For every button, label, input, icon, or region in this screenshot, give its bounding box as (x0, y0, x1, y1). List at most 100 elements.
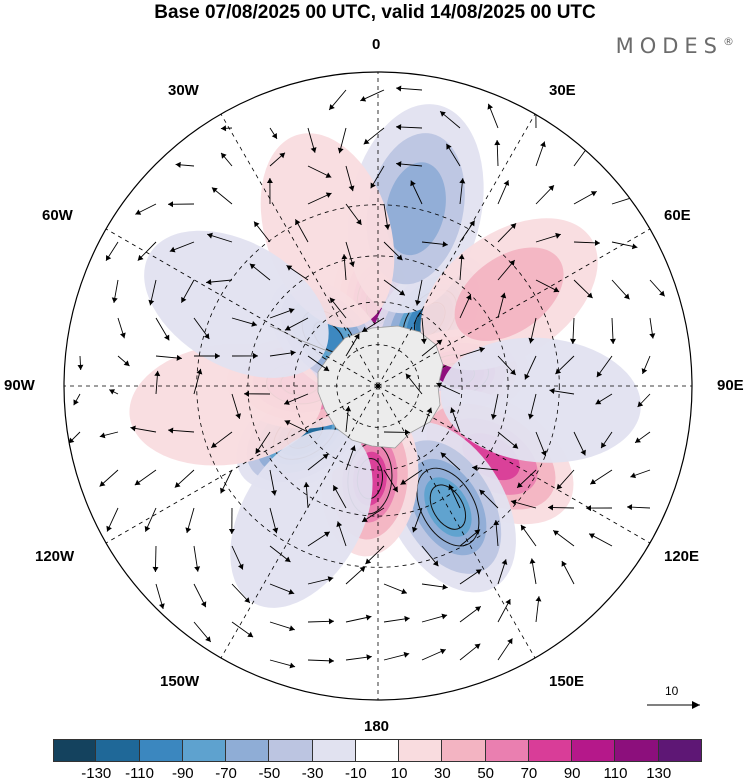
wind-vector (111, 279, 119, 303)
wind-vector (210, 431, 233, 449)
colorbar-cell (269, 739, 313, 762)
anomaly-contour (454, 247, 564, 341)
wind-vector (117, 355, 130, 367)
wind-vector (286, 265, 309, 281)
wind-vector (535, 596, 542, 623)
wind-vector (181, 279, 195, 303)
wind-vector (152, 545, 159, 573)
wind-vector (307, 355, 330, 372)
wind-vector (144, 507, 157, 532)
wind-vector (167, 201, 195, 208)
wind-vector (450, 407, 461, 433)
wind-vector (220, 469, 233, 494)
wind-vector (570, 317, 576, 345)
colorbar-cell (572, 739, 616, 762)
wind-vector (269, 127, 278, 140)
wind-vector (193, 545, 201, 572)
wind-vector (148, 279, 157, 306)
colorbar-tick-label: -10 (345, 765, 367, 782)
colorbar-tick-label: 50 (477, 765, 494, 782)
wind-vector (154, 370, 161, 395)
wind-vector (284, 317, 309, 331)
wind-vector (361, 507, 385, 523)
colorbar-tick-label: 30 (434, 765, 451, 782)
wind-vector (329, 297, 347, 319)
wind-vector (487, 103, 499, 129)
wind-vector (600, 431, 613, 449)
wind-vector (307, 657, 335, 664)
wind-vector (634, 431, 651, 444)
wind-vector (175, 161, 195, 168)
anomaly-contour (440, 337, 641, 463)
wind-vector (611, 241, 638, 250)
wind-vector (573, 431, 586, 456)
wind-vector (555, 355, 575, 375)
colorbar-cell (399, 739, 443, 762)
wind-vector (303, 482, 310, 509)
map-title: Base 07/08/2025 00 UTC, valid 14/08/2025… (154, 2, 596, 23)
wind-vector (336, 521, 347, 547)
wind-vector (528, 393, 537, 420)
colorbar-cell (355, 739, 400, 762)
wind-vector (155, 354, 182, 361)
modes-logo: MODES® (616, 34, 734, 58)
wind-vector (231, 393, 241, 420)
colorbar-tick-label: -130 (81, 765, 112, 782)
wind-vector (269, 308, 295, 319)
wind-vector (105, 241, 119, 262)
wind-vector (535, 279, 560, 293)
wind-vector (193, 583, 207, 608)
wind-vector (611, 279, 630, 300)
wind-vector (77, 355, 84, 371)
wind-vector (626, 504, 651, 511)
wind-vector (193, 621, 212, 643)
wind-vector (365, 545, 385, 565)
wind-vector (68, 431, 81, 444)
wind-vector (497, 180, 510, 205)
longitude-label-180: 180 (364, 718, 390, 735)
wind-vector (497, 292, 507, 319)
colorbar-cell (442, 739, 486, 762)
wind-vector (529, 558, 537, 585)
wind-vector (207, 232, 233, 243)
wind-vector (421, 241, 448, 248)
wind-vector (440, 452, 461, 471)
wind-vector (497, 431, 519, 449)
wind-vector (585, 505, 613, 512)
longitude-label-120w: 120W (35, 548, 75, 565)
map-border (63, 71, 693, 701)
wind-vector (231, 621, 254, 638)
wind-vector (561, 560, 575, 585)
wind-vector (479, 489, 499, 509)
longitude-label-60e: 60E (664, 207, 691, 224)
registered-mark: ® (723, 35, 734, 48)
longitude-label-90w: 90W (4, 377, 35, 394)
wind-vector (421, 407, 433, 433)
wind-vector (547, 504, 575, 511)
wind-vector (497, 222, 517, 243)
pole-point (376, 384, 380, 388)
wind-vector (383, 203, 391, 230)
wind-vector (220, 152, 233, 167)
wind-vector (649, 279, 666, 297)
colorbar-tick-label: 10 (390, 765, 408, 782)
wind-vector (396, 85, 423, 92)
wind-vector (573, 279, 593, 299)
wind-vector (383, 469, 399, 493)
wind-vector (535, 232, 561, 243)
wind-vector (493, 520, 500, 547)
longitude-label-0: 0 (372, 36, 381, 53)
wind-vector (458, 254, 465, 281)
wind-vector (266, 177, 273, 205)
colorbar-cell (182, 739, 227, 762)
wind-vector (459, 569, 482, 585)
colorbar-tick-label: -50 (258, 765, 281, 782)
reference-vector-label: 10 (665, 684, 679, 698)
wind-vector (220, 125, 233, 132)
wind-vector (405, 373, 423, 395)
wind-vector (459, 643, 481, 661)
wind-vector (269, 152, 286, 167)
wind-vector (231, 545, 244, 570)
wind-vector (528, 317, 537, 344)
wind-vector (630, 469, 651, 479)
